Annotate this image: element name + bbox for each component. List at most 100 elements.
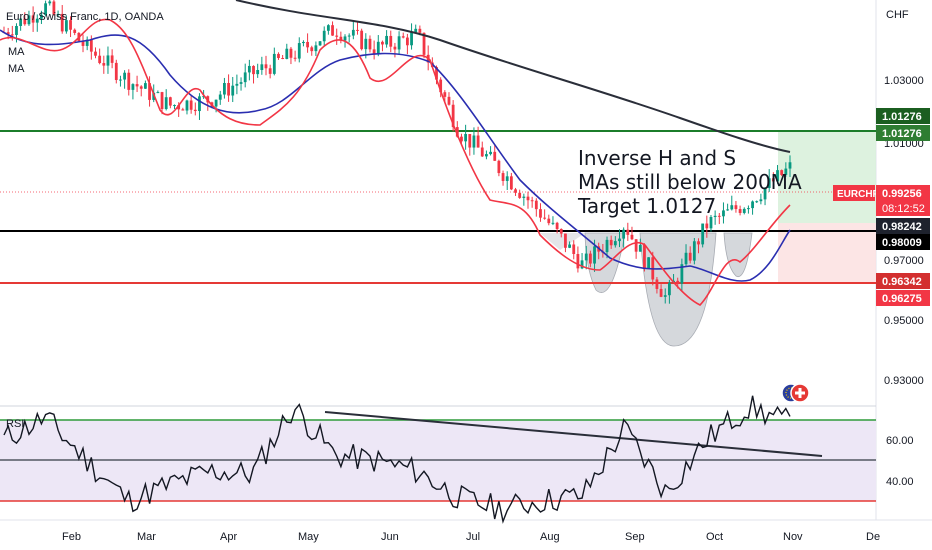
candle-body bbox=[659, 288, 663, 297]
candle-body bbox=[123, 72, 127, 80]
candle-body bbox=[605, 239, 609, 253]
rsi-legend: RSI bbox=[6, 418, 24, 430]
time-label: Aug bbox=[540, 531, 560, 543]
candle-body bbox=[464, 134, 468, 142]
candle-body bbox=[564, 233, 567, 248]
candle-body bbox=[202, 96, 206, 98]
right-shoulder-shape bbox=[723, 232, 753, 278]
currency-label: CHF bbox=[886, 9, 909, 21]
candle-body bbox=[143, 83, 147, 89]
price-tag-neckline-high: 0.98242 bbox=[876, 218, 930, 234]
candle-body bbox=[559, 228, 563, 234]
svg-text:0.98242: 0.98242 bbox=[882, 221, 922, 233]
candle-body bbox=[243, 72, 247, 83]
candle-body bbox=[306, 41, 309, 48]
candle-body bbox=[526, 196, 530, 201]
candle-body bbox=[509, 176, 513, 190]
candle-body bbox=[418, 28, 422, 33]
candle-body bbox=[247, 65, 251, 73]
candle-body bbox=[530, 200, 534, 202]
candle-body bbox=[331, 25, 334, 36]
svg-text:0.96342: 0.96342 bbox=[882, 276, 922, 288]
candle-body bbox=[106, 55, 110, 66]
candle-body bbox=[630, 234, 634, 240]
candle-body bbox=[193, 109, 197, 112]
candle-body bbox=[343, 36, 347, 41]
candle-body bbox=[555, 222, 559, 229]
time-label: Apr bbox=[220, 531, 237, 543]
candle-body bbox=[235, 83, 239, 86]
candle-body bbox=[697, 241, 700, 245]
candle-body bbox=[318, 41, 322, 46]
candle-body bbox=[135, 84, 139, 87]
candle-body bbox=[609, 239, 613, 246]
candle-body bbox=[360, 30, 364, 50]
head-shape bbox=[639, 232, 717, 347]
ma-legend-1: MA bbox=[8, 46, 25, 58]
candle-body bbox=[405, 37, 409, 46]
candle-body bbox=[742, 208, 746, 213]
candle-body bbox=[788, 162, 792, 169]
svg-text:0.98009: 0.98009 bbox=[882, 237, 922, 249]
candle-body bbox=[127, 72, 131, 90]
candle-body bbox=[139, 86, 143, 89]
candle-body bbox=[393, 46, 397, 50]
candle-body bbox=[218, 94, 222, 100]
candle-body bbox=[314, 45, 318, 52]
candle-body bbox=[339, 36, 343, 41]
candle-body bbox=[389, 35, 393, 47]
candle-body bbox=[376, 41, 380, 54]
candlestick-series bbox=[2, 0, 792, 304]
candle-body bbox=[410, 32, 413, 46]
candle-body bbox=[776, 170, 779, 182]
candle-body bbox=[493, 151, 497, 161]
svg-text:1.01276: 1.01276 bbox=[882, 128, 922, 140]
candle-body bbox=[643, 244, 646, 269]
candle-body bbox=[784, 168, 788, 175]
candle-body bbox=[759, 199, 763, 202]
candle-body bbox=[613, 241, 617, 246]
candle-body bbox=[347, 35, 351, 37]
ma-legend-2: MA bbox=[8, 63, 25, 75]
time-label: Nov bbox=[783, 531, 803, 543]
candle-body bbox=[285, 48, 289, 59]
candle-body bbox=[755, 201, 759, 203]
swiss-flag-icon[interactable] bbox=[790, 383, 810, 403]
candle-body bbox=[272, 53, 276, 74]
candle-body bbox=[15, 25, 18, 35]
candle-body bbox=[618, 238, 621, 242]
candle-body bbox=[6, 32, 10, 35]
candle-body bbox=[110, 55, 114, 63]
candle-body bbox=[131, 84, 135, 90]
candle-body bbox=[322, 30, 326, 42]
candle-body bbox=[667, 282, 671, 296]
candle-body bbox=[497, 160, 501, 174]
candle-body bbox=[780, 170, 784, 175]
candle-body bbox=[722, 210, 725, 217]
symbol-tag: EURCHF bbox=[833, 185, 879, 201]
candle-body bbox=[709, 216, 713, 229]
candle-body bbox=[701, 223, 705, 245]
candle-body bbox=[472, 135, 476, 148]
candle-body bbox=[52, 1, 56, 15]
candle-body bbox=[35, 18, 39, 23]
candle-body bbox=[726, 209, 730, 211]
candle-body bbox=[114, 62, 118, 80]
candle-body bbox=[31, 15, 35, 23]
time-label: De bbox=[866, 531, 880, 543]
price-tick: 0.95000 bbox=[884, 315, 924, 327]
price-tick: 0.97000 bbox=[884, 255, 924, 267]
time-label: Feb bbox=[62, 531, 81, 543]
candle-body bbox=[514, 189, 517, 193]
candle-body bbox=[89, 39, 93, 52]
candle-body bbox=[626, 229, 630, 235]
candle-body bbox=[476, 135, 480, 148]
candle-body bbox=[223, 83, 226, 95]
candle-body bbox=[289, 48, 293, 58]
candle-body bbox=[385, 35, 389, 45]
candle-body bbox=[518, 192, 522, 198]
candle-body bbox=[256, 70, 260, 75]
candle-body bbox=[501, 173, 505, 181]
candle-body bbox=[593, 246, 596, 264]
candle-body bbox=[588, 253, 592, 264]
